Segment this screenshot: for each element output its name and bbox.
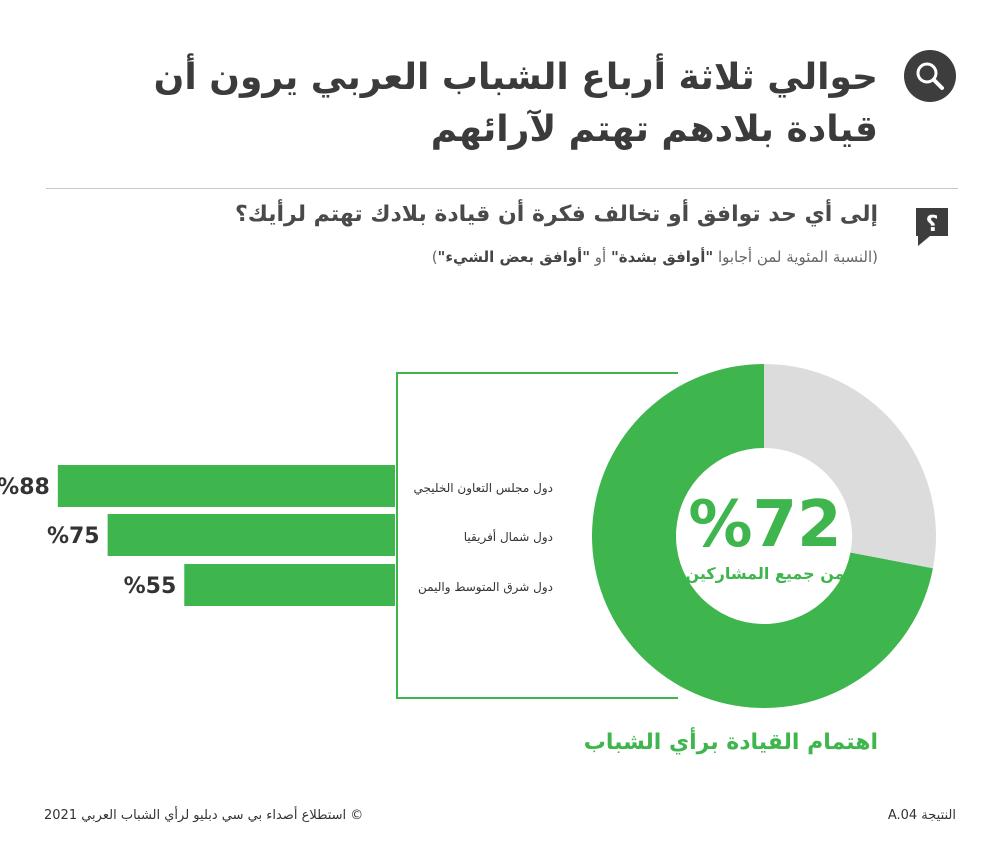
question-bubble-icon: ؟ [914,206,954,248]
donut-center-label: من جميع المشاركين [685,564,845,583]
bar-value-label: %55 [124,574,177,599]
bar [184,564,395,606]
donut-center-value: %72 [688,488,842,562]
search-icon [904,50,956,102]
bar-chart: %88 دول مجلس التعاون الخليجي %75 دول شمال أ… [0,465,553,606]
bar-category-label: دول شمال أفريقيا [464,529,553,545]
bar [107,514,395,556]
bar-category-label: دول شرق المتوسط واليمن [418,580,553,595]
bar-category-label: دول مجلس التعاون الخليجي [414,481,554,496]
footer-copyright: © استطلاع أصداء بي سي دبليو لرأي الشباب … [44,808,364,823]
bar [57,465,395,507]
survey-question: إلى أي حد توافق أو تخالف فكرة أن قيادة ب… [234,202,878,227]
option-strongly-agree: "أوافق بشدة" [610,248,714,266]
page-title: حوالي ثلاثة أرباع الشباب العربي يرون أن … [153,57,878,150]
svg-text:؟: ؟ [926,212,939,237]
bar-value-label: %75 [47,524,100,549]
donut-title: اهتمام القيادة برأي الشباب [583,730,878,755]
divider [46,188,958,189]
donut-slice-agree [592,364,933,708]
response-note: (النسبة المئوية لمن أجابوا "أوافق بشدة" … [431,248,878,266]
donut-slice-other [764,364,937,569]
chart-area: %88 دول مجلس التعاون الخليجي %75 دول شمال أ… [0,364,937,708]
leader-bracket [396,372,678,699]
donut-chart [592,364,937,708]
bar-value-label: %88 [0,475,50,500]
footer-result-id: النتيجة A.04 [887,808,956,823]
option-somewhat-agree: "أوافق بعض الشيء" [437,248,591,266]
